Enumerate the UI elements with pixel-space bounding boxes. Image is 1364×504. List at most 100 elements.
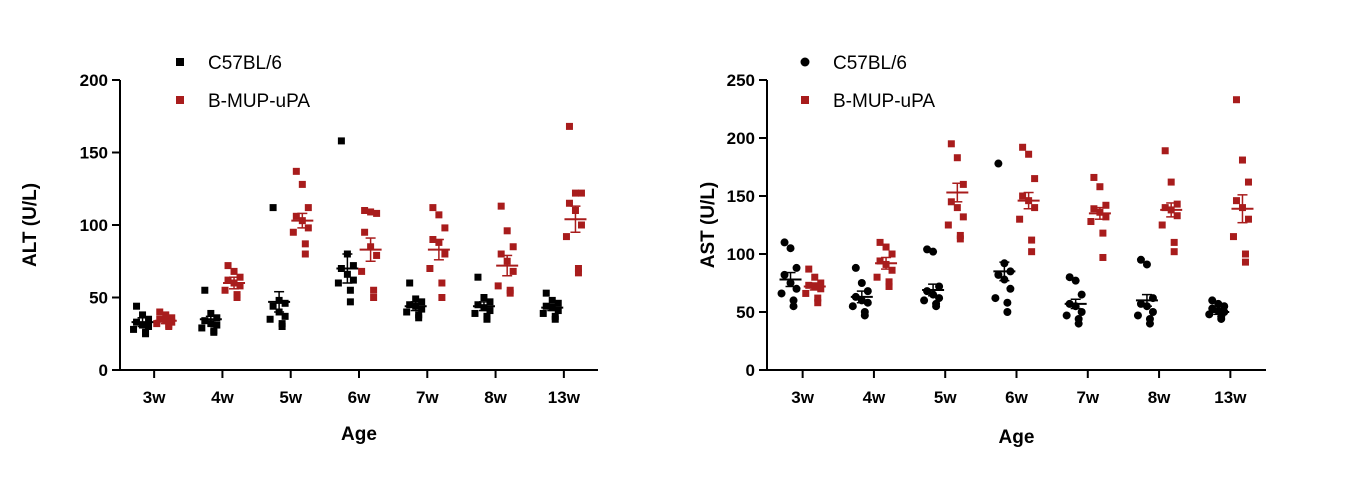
c57bl-6-data-point [415, 314, 423, 322]
b-mup-upa-data-point [361, 228, 369, 236]
b-mup-upa-data-point [1241, 258, 1249, 266]
b-mup-upa-data-point [959, 180, 967, 188]
b-mup-upa-data-point [438, 279, 446, 287]
b-mup-upa-data-point [236, 273, 244, 281]
b-mup-upa-data-point [153, 320, 161, 328]
c57bl-6-data-point [278, 323, 286, 330]
x-tick-label: 5w [279, 388, 302, 407]
c57bl-6-data-point [1074, 319, 1083, 328]
b-mup-upa-data-point [506, 289, 514, 297]
b-mup-upa-data-point [1244, 215, 1252, 223]
c57bl-6-data-point [412, 295, 420, 303]
legend-marker-b-mup-upa [801, 96, 809, 104]
b-mup-upa-data-point [882, 243, 890, 251]
b-mup-upa-data-point [1161, 204, 1169, 212]
c57bl-6-data-point [418, 305, 426, 313]
x-tick-label: 4w [211, 388, 234, 407]
x-tick-label: 4w [863, 388, 886, 407]
b-mup-upa-data-point [817, 285, 825, 293]
b-mup-upa-data-point [1031, 175, 1039, 183]
y-tick-label: 50 [736, 303, 755, 322]
c57bl-6-data-point [863, 287, 872, 296]
x-tick-label: 8w [1148, 388, 1171, 407]
b-mup-upa-data-point [441, 224, 449, 232]
b-mup-upa-data-point [301, 240, 309, 248]
b-mup-upa-data-point [565, 199, 573, 207]
b-mup-upa-data-point [811, 273, 819, 281]
c57bl-6-data-point [1077, 308, 1086, 316]
b-mup-upa-data-point [367, 208, 375, 216]
c57bl-6-data-point [269, 302, 277, 310]
c57bl-6-data-point [548, 296, 556, 304]
b-mup-upa-data-point [497, 250, 505, 258]
y-tick-label: 250 [727, 71, 755, 90]
b-mup-upa-data-point [888, 250, 896, 258]
b-mup-upa-data-point [1167, 178, 1175, 186]
y-tick-label: 150 [80, 144, 108, 163]
b-mup-upa-data-point [1173, 200, 1181, 208]
c57bl-6-data-point [213, 321, 221, 329]
b-mup-upa-data-point [953, 204, 961, 212]
c57bl-6-data-point [266, 315, 274, 323]
b-mup-upa-data-point [1102, 201, 1110, 209]
x-tick-label: 3w [143, 388, 166, 407]
x-tick-label: 3w [791, 388, 814, 407]
c57bl-6-data-point [483, 315, 491, 323]
c57bl-6-data-point [1003, 298, 1012, 307]
c57bl-6-data-point [201, 317, 209, 325]
b-mup-upa-data-point [224, 276, 232, 284]
legend-marker-c57bl-6 [176, 58, 184, 66]
legend-marker-c57bl-6 [800, 57, 810, 67]
b-mup-upa-data-point [301, 250, 309, 258]
ast-chart-panel: 0 50 100 150 200 250 3w 4w 5w 6w 7w 8w 13w AST (U/L) A… [698, 53, 1266, 448]
c57bl-6-data-point [337, 137, 345, 145]
x-axis-title: Age [341, 424, 377, 445]
b-mup-upa-data-point [565, 122, 573, 130]
c57bl-6-data-point [1136, 255, 1145, 264]
x-tick-label: 5w [934, 388, 957, 407]
x-tick-label: 6w [348, 388, 371, 407]
c57bl-6-data-point [554, 307, 562, 315]
c57bl-6-data-point [851, 263, 860, 272]
b-mup-upa-data-point [1019, 143, 1027, 151]
c57bl-6-data-point [1062, 311, 1071, 320]
c57bl-6-data-point [1145, 319, 1154, 328]
b-mup-upa-data-point [562, 233, 570, 241]
x-tick-label: 7w [416, 388, 439, 407]
b-mup-upa-data-point [1232, 197, 1240, 205]
b-mup-upa-data-point [817, 279, 825, 287]
b-mup-upa-data-point [876, 238, 884, 246]
b-mup-upa-data-point [509, 267, 517, 275]
b-mup-upa-data-point [1016, 215, 1024, 223]
c57bl-6-data-point [346, 286, 354, 294]
b-mup-upa-data-point [959, 213, 967, 221]
b-mup-upa-data-point [1028, 236, 1036, 244]
b-mup-upa-data-point [509, 243, 517, 251]
b-mup-upa-data-point [1090, 173, 1098, 181]
c57bl-6-data-point [403, 308, 411, 316]
c57bl-6-data-point [1214, 299, 1223, 308]
b-mup-upa-data-point [577, 221, 585, 229]
b-mup-upa-data-point [304, 204, 312, 212]
b-mup-upa-data-point [1173, 212, 1181, 220]
b-mup-upa-data-point [574, 269, 582, 277]
c57bl-6-data-point [777, 289, 786, 298]
b-mup-upa-data-point [805, 265, 813, 273]
b-mup-upa-data-point [165, 323, 173, 330]
c57bl-6-data-point [929, 247, 938, 256]
b-mup-upa-data-point [1090, 205, 1098, 213]
c57bl-6-data-point [349, 262, 357, 270]
c57bl-6-data-point [406, 301, 414, 309]
b-mup-upa-data-point [233, 294, 241, 301]
legend-label-b-mup-upa: B-MUP-uPA [208, 91, 310, 112]
b-mup-upa-data-point [888, 266, 896, 274]
c57bl-6-data-point [860, 311, 869, 320]
b-mup-upa-data-point [370, 286, 378, 294]
alt-chart-panel: 0 50 100 150 200 3w 4w 5w 6w 7w 8w 13w ALT (U/L) Age C… [20, 53, 598, 445]
b-mup-upa-data-point [876, 257, 884, 265]
b-mup-upa-data-point [1087, 218, 1095, 226]
c57bl-6-data-point [474, 301, 482, 309]
c57bl-6-data-point [1003, 308, 1012, 316]
b-mup-upa-data-point [373, 251, 381, 259]
c57bl-6-data-point [281, 312, 289, 320]
